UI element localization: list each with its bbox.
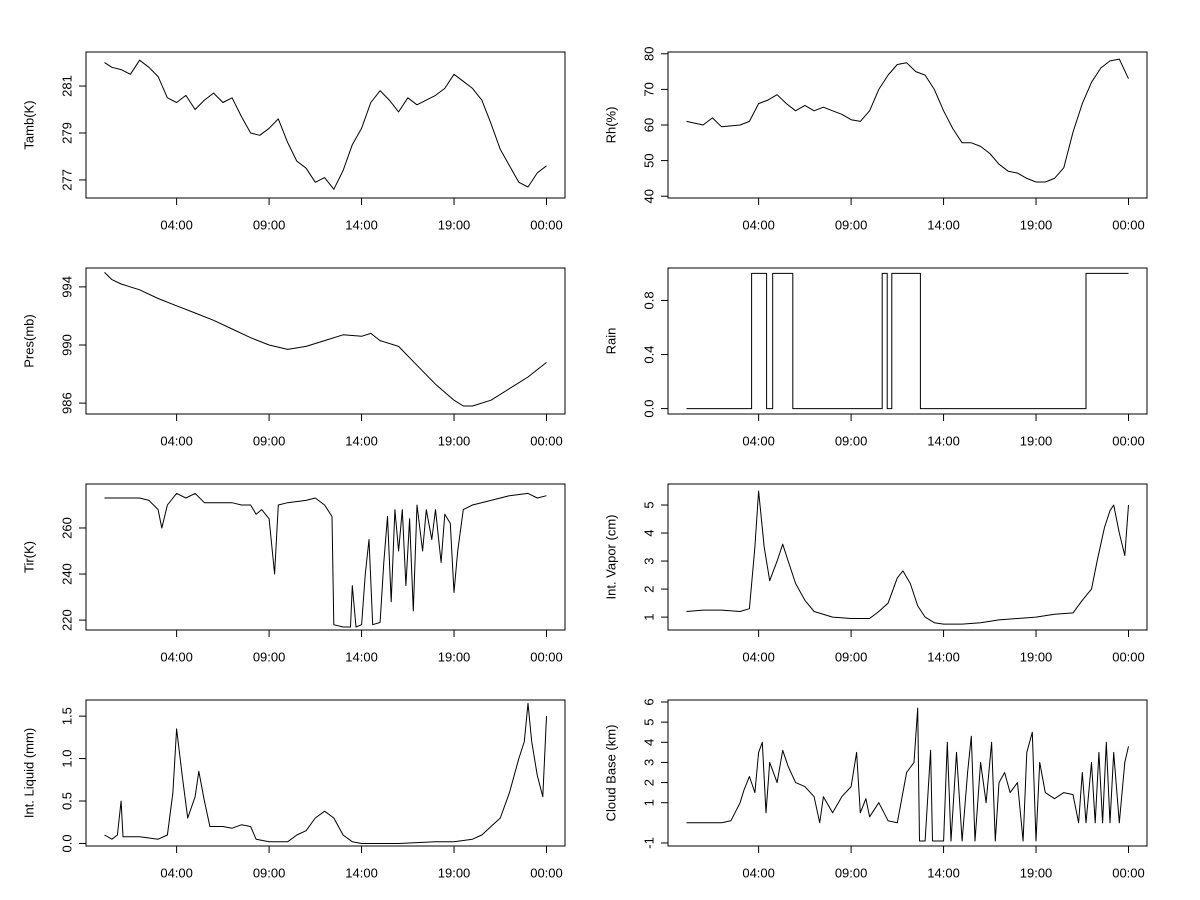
y-tick-label: 281 — [59, 75, 74, 97]
y-tick-label: 2 — [641, 585, 656, 592]
data-line — [104, 492, 547, 628]
x-tick-label: 14:00 — [927, 649, 960, 664]
plot-frame — [667, 699, 1148, 847]
data-line — [104, 272, 547, 407]
x-tick-label: 14:00 — [927, 217, 960, 232]
x-tick-label: 09:00 — [253, 649, 286, 664]
x-tick-label: 04:00 — [742, 865, 775, 880]
y-tick-label: 3 — [641, 557, 656, 564]
y-tick-label: 0.4 — [641, 345, 656, 363]
x-tick-label: 19:00 — [438, 649, 471, 664]
y-tick-label: 2 — [641, 779, 656, 786]
data-line — [686, 707, 1129, 842]
x-tick-label: 09:00 — [835, 865, 868, 880]
x-tick-label: 19:00 — [438, 433, 471, 448]
x-tick-label: 04:00 — [742, 649, 775, 664]
y-tick-label: 5 — [641, 501, 656, 508]
x-tick-label: 09:00 — [253, 217, 286, 232]
x-tick-label: 09:00 — [835, 433, 868, 448]
x-tick-label: 00:00 — [1112, 217, 1145, 232]
x-tick-label: 00:00 — [530, 217, 563, 232]
x-tick-label: 00:00 — [530, 865, 563, 880]
plot-frame — [85, 699, 566, 847]
x-tick-label: 04:00 — [160, 865, 193, 880]
x-tick-label: 00:00 — [1112, 433, 1145, 448]
x-tick-label: 00:00 — [530, 433, 563, 448]
y-tick-label: 1.5 — [59, 707, 74, 725]
plot-frame — [667, 267, 1148, 415]
x-tick-label: 09:00 — [253, 433, 286, 448]
x-tick-label: 04:00 — [160, 217, 193, 232]
x-tick-label: 19:00 — [1020, 433, 1053, 448]
y-tick-label: 1 — [641, 613, 656, 620]
data-line — [686, 272, 1129, 410]
x-tick-label: 14:00 — [927, 865, 960, 880]
y-tick-label: 4 — [641, 529, 656, 536]
y-tick-label: 279 — [59, 122, 74, 144]
y-tick-label: 220 — [59, 609, 74, 631]
y-tick-label: -1 — [641, 837, 656, 849]
y-axis-label: Cloud Base (km) — [603, 725, 618, 822]
y-tick-label: 240 — [59, 563, 74, 585]
x-tick-label: 14:00 — [345, 865, 378, 880]
y-tick-label: 0.8 — [641, 291, 656, 309]
x-tick-label: 04:00 — [160, 433, 193, 448]
x-tick-label: 04:00 — [160, 649, 193, 664]
x-tick-label: 09:00 — [835, 649, 868, 664]
y-tick-label: 4 — [641, 739, 656, 746]
plot-frame — [85, 267, 566, 415]
y-tick-label: 3 — [641, 759, 656, 766]
y-axis-label: Pres(mb) — [21, 314, 36, 367]
x-tick-label: 00:00 — [530, 649, 563, 664]
x-tick-label: 19:00 — [438, 865, 471, 880]
y-axis-label: Tir(K) — [21, 541, 36, 573]
y-axis-label: Int. Vapor (cm) — [603, 514, 618, 599]
plot-frame — [85, 483, 566, 631]
y-tick-label: 0.5 — [59, 792, 74, 810]
x-tick-label: 14:00 — [927, 433, 960, 448]
x-tick-label: 00:00 — [1112, 865, 1145, 880]
y-tick-label: 80 — [641, 47, 656, 61]
data-line — [104, 59, 547, 190]
x-tick-label: 04:00 — [742, 217, 775, 232]
x-tick-label: 19:00 — [1020, 217, 1053, 232]
data-line — [104, 702, 547, 844]
y-axis-label: Tamb(K) — [21, 100, 36, 149]
y-tick-label: 260 — [59, 517, 74, 539]
y-tick-label: 990 — [59, 334, 74, 356]
data-line — [686, 58, 1129, 183]
y-tick-label: 994 — [59, 276, 74, 298]
x-tick-label: 19:00 — [1020, 865, 1053, 880]
y-axis-label: Rain — [603, 328, 618, 355]
y-tick-label: 0.0 — [641, 400, 656, 418]
data-line — [686, 490, 1129, 625]
y-tick-label: 986 — [59, 392, 74, 414]
plot-frame — [85, 51, 566, 199]
y-tick-label: 60 — [641, 118, 656, 132]
x-tick-label: 14:00 — [345, 433, 378, 448]
y-tick-label: 1 — [641, 799, 656, 806]
y-tick-label: 70 — [641, 82, 656, 96]
y-axis-label: Rh(%) — [603, 107, 618, 144]
x-tick-label: 09:00 — [253, 865, 286, 880]
y-tick-label: 50 — [641, 153, 656, 167]
y-tick-label: 40 — [641, 189, 656, 203]
x-tick-label: 04:00 — [742, 433, 775, 448]
plot-frame — [667, 483, 1148, 631]
x-tick-label: 00:00 — [1112, 649, 1145, 664]
x-tick-label: 19:00 — [438, 217, 471, 232]
x-tick-label: 19:00 — [1020, 649, 1053, 664]
y-tick-label: 5 — [641, 719, 656, 726]
x-tick-label: 09:00 — [835, 217, 868, 232]
y-tick-label: 6 — [641, 698, 656, 705]
x-tick-label: 14:00 — [345, 217, 378, 232]
x-tick-label: 14:00 — [345, 649, 378, 664]
y-tick-label: 0.0 — [59, 834, 74, 852]
y-axis-label: Int. Liquid (mm) — [21, 728, 36, 818]
y-tick-label: 277 — [59, 169, 74, 191]
y-tick-label: 1.0 — [59, 750, 74, 768]
